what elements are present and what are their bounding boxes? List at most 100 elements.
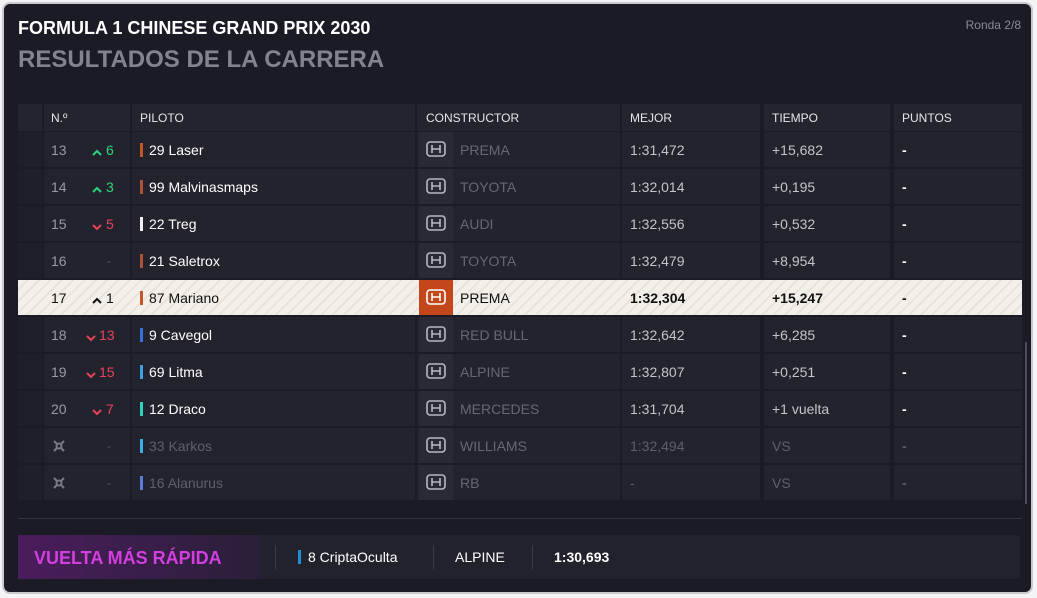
team-color-bar	[140, 439, 143, 453]
race-time: +15,247	[772, 290, 823, 306]
trend-arrow	[86, 367, 96, 379]
constructor-name: RED BULL	[460, 327, 529, 343]
position: 15	[51, 216, 67, 232]
driver-name: 21 Saletrox	[149, 253, 220, 269]
row-cell	[18, 132, 42, 167]
constructor-logo-svg	[426, 252, 446, 268]
highlight-row	[18, 280, 1022, 315]
fastest-lap-time: 1:30,693	[554, 549, 610, 565]
race-time: +0,251	[772, 364, 816, 380]
row-cell	[622, 243, 760, 278]
row-cell	[18, 317, 42, 352]
trend-arrow-svg	[92, 186, 102, 193]
race-time: +0,195	[772, 179, 816, 195]
trend-arrow-svg	[86, 335, 96, 342]
constructor-logo	[425, 177, 447, 195]
separator	[433, 545, 434, 569]
team-color-bar	[140, 402, 143, 416]
race-time: +1 vuelta	[772, 401, 830, 417]
points: -	[902, 438, 907, 454]
column-header: N.º	[51, 111, 68, 125]
points: -	[902, 401, 907, 417]
column-header: CONSTRUCTOR	[426, 111, 520, 125]
best-lap: 1:32,479	[630, 253, 685, 269]
constructor-logo-svg	[426, 141, 446, 157]
row-cell	[894, 132, 1022, 167]
race-time: +15,682	[772, 142, 823, 158]
row-cell	[132, 317, 415, 352]
row-cell	[764, 428, 890, 463]
best-lap: 1:32,556	[630, 216, 685, 232]
trend-arrow	[92, 182, 102, 193]
row-cell	[132, 391, 415, 426]
row-cell	[132, 206, 415, 241]
constructor-name: WILLIAMS	[460, 438, 527, 454]
position-change: 15	[99, 364, 115, 380]
row-cell	[622, 465, 760, 500]
position: 14	[51, 179, 67, 195]
trend-arrow-svg	[92, 409, 102, 416]
column-header: PILOTO	[140, 111, 184, 125]
points: -	[902, 253, 907, 269]
row-cell	[622, 132, 760, 167]
row-cell	[44, 354, 130, 389]
constructor-name: ALPINE	[460, 364, 510, 380]
constructor-name: AUDI	[460, 216, 494, 232]
header-cell	[417, 104, 620, 131]
column-header: PUNTOS	[902, 111, 952, 125]
trend-arrow-svg	[92, 224, 102, 231]
retired-icon-svg	[53, 477, 65, 489]
constructor-logo-svg	[426, 363, 446, 379]
row-cell	[132, 169, 415, 204]
team-color-bar	[140, 476, 143, 490]
constructor-name: PREMA	[460, 290, 510, 306]
fastest-lap-driver: 8 CriptaOculta	[308, 549, 398, 565]
team-color-bar	[140, 291, 143, 305]
row-cell	[764, 391, 890, 426]
constructor-logo-svg	[426, 474, 446, 490]
constructor-name: TOYOTA	[460, 179, 517, 195]
position-change: -	[107, 439, 111, 453]
constructor-logo	[425, 362, 447, 380]
best-lap: 1:32,807	[630, 364, 685, 380]
position: 13	[51, 142, 67, 158]
position-change: -	[107, 254, 111, 268]
row-cell	[18, 391, 42, 426]
row-cell	[44, 132, 130, 167]
driver-name: 16 Alanurus	[149, 475, 223, 491]
header-cell	[132, 104, 415, 131]
header-cell	[764, 104, 890, 131]
trend-arrow-svg	[92, 297, 102, 304]
row-cell	[132, 428, 415, 463]
row-cell	[44, 169, 130, 204]
team-color-bar	[140, 143, 143, 157]
best-lap: 1:32,014	[630, 179, 685, 195]
team-color-bar	[298, 550, 301, 564]
row-cell	[764, 169, 890, 204]
points: -	[902, 475, 907, 491]
best-lap: 1:32,642	[630, 327, 685, 343]
constructor-logo	[425, 473, 447, 491]
row-cell	[44, 206, 130, 241]
best-lap: 1:32,304	[630, 290, 686, 306]
best-lap: -	[630, 475, 635, 491]
team-color-bar	[140, 328, 143, 342]
position-change: 7	[106, 401, 114, 417]
row-cell	[18, 206, 42, 241]
row-cell	[622, 428, 760, 463]
row-cell	[622, 391, 760, 426]
row-cell	[18, 428, 42, 463]
separator	[532, 545, 533, 569]
retired-icon	[51, 438, 67, 454]
driver-name: 12 Draco	[149, 401, 206, 417]
constructor-logo	[425, 214, 447, 232]
trend-arrow	[86, 330, 96, 342]
constructor-name: PREMA	[460, 142, 510, 158]
row-cell	[132, 243, 415, 278]
constructor-logo	[425, 436, 447, 454]
row-cell	[132, 132, 415, 167]
driver-name: 29 Laser	[149, 142, 204, 158]
row-cell	[44, 391, 130, 426]
fastest-lap-label: VUELTA MÁS RÁPIDA	[34, 548, 222, 568]
